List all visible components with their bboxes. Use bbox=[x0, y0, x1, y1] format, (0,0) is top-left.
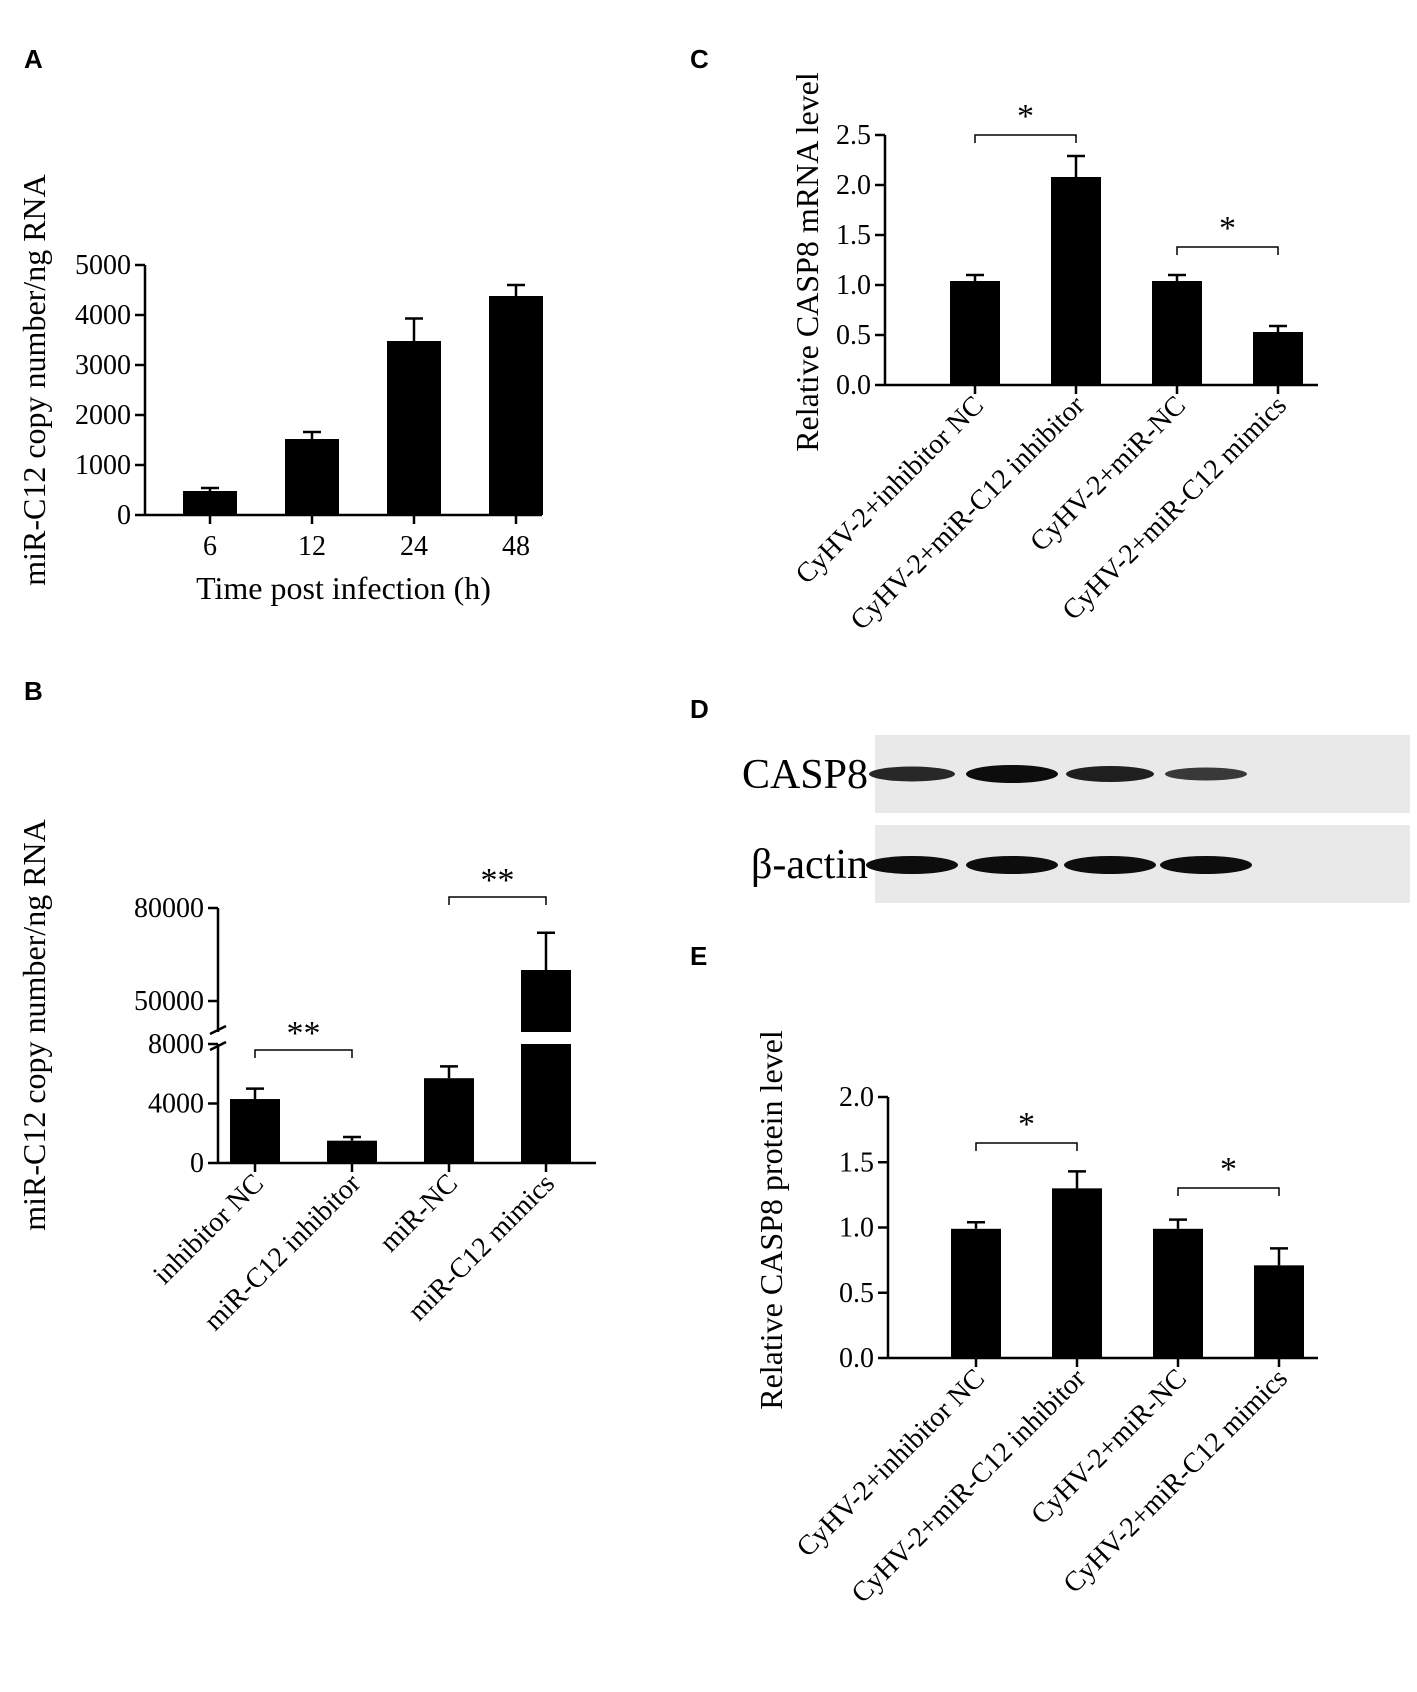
bar bbox=[285, 439, 339, 515]
y-tick-label: 0 bbox=[117, 500, 131, 531]
blot-band bbox=[1064, 856, 1156, 874]
y-tick-label: 2.5 bbox=[836, 120, 871, 151]
bar bbox=[1051, 177, 1101, 385]
y-axis-title: miR-C12 copy number/ng RNA bbox=[16, 819, 52, 1231]
y-tick-label: 80000 bbox=[134, 893, 204, 924]
significance-label: * bbox=[1219, 210, 1236, 247]
bar bbox=[951, 1228, 1001, 1358]
y-tick-label: 5000 bbox=[75, 250, 131, 281]
y-axis-title: miR-C12 copy number/ng RNA bbox=[16, 174, 52, 586]
blot-row-label: CASP8 bbox=[742, 752, 868, 798]
blot-row-label: β-actin bbox=[751, 842, 868, 888]
category-label: 24 bbox=[400, 531, 428, 562]
y-tick-label: 0.5 bbox=[839, 1278, 874, 1309]
y-tick-label: 0 bbox=[190, 1148, 204, 1179]
blot-band bbox=[1066, 766, 1154, 782]
y-tick-label: 8000 bbox=[148, 1029, 204, 1060]
bar-lower-segment bbox=[521, 1044, 571, 1163]
category-label: CyHV-2+inhibitor NC bbox=[791, 1363, 991, 1563]
y-tick-label: 2.0 bbox=[836, 170, 871, 201]
y-tick-label: 1.0 bbox=[839, 1213, 874, 1244]
category-label: 6 bbox=[203, 531, 217, 562]
axis-break-mark bbox=[209, 1040, 227, 1052]
bar bbox=[1253, 332, 1303, 385]
significance-label: * bbox=[1018, 1106, 1035, 1143]
panel-letter-d: D bbox=[690, 694, 709, 724]
category-label: 48 bbox=[502, 531, 530, 562]
axis-break-mark bbox=[209, 1024, 227, 1036]
panel-letter-e: E bbox=[690, 941, 707, 971]
blot-band bbox=[866, 856, 958, 874]
significance-bracket bbox=[1177, 1187, 1280, 1196]
bar bbox=[1254, 1265, 1304, 1358]
y-tick-label: 1.0 bbox=[836, 270, 871, 301]
y-tick-label: 2.0 bbox=[839, 1082, 874, 1113]
significance-label: * bbox=[1220, 1151, 1237, 1188]
category-label: miR-NC bbox=[374, 1168, 464, 1258]
y-tick-label: 2000 bbox=[75, 400, 131, 431]
bar-upper-segment bbox=[521, 970, 571, 1032]
y-tick-label: 1.5 bbox=[836, 220, 871, 251]
bar bbox=[327, 1140, 377, 1163]
significance-bracket bbox=[448, 896, 547, 905]
y-tick-label: 4000 bbox=[75, 300, 131, 331]
bar bbox=[424, 1078, 474, 1163]
y-tick-label: 50000 bbox=[134, 986, 204, 1017]
significance-label: * bbox=[1017, 98, 1034, 135]
bar bbox=[387, 341, 441, 515]
significance-bracket bbox=[1176, 246, 1279, 255]
panel-letter-c: C bbox=[690, 44, 709, 74]
significance-bracket bbox=[254, 1049, 353, 1058]
y-tick-label: 1000 bbox=[75, 450, 131, 481]
y-tick-label: 0.0 bbox=[839, 1343, 874, 1374]
bar bbox=[1052, 1188, 1102, 1358]
bar bbox=[489, 296, 543, 515]
western-blot-panel-d: CASP8 β-actin bbox=[742, 735, 1410, 903]
bar bbox=[950, 281, 1000, 385]
significance-bracket bbox=[974, 134, 1077, 143]
blot-band bbox=[966, 856, 1058, 874]
blot-band bbox=[869, 766, 955, 782]
bar bbox=[230, 1099, 280, 1163]
y-tick-label: 0.0 bbox=[836, 370, 871, 401]
bar bbox=[183, 491, 237, 515]
panel-letter-b: B bbox=[24, 676, 43, 706]
blot-band bbox=[1160, 856, 1252, 874]
x-axis-title: Time post infection (h) bbox=[196, 570, 491, 606]
panel-letter-a: A bbox=[24, 44, 43, 74]
y-axis-title: Relative CASP8 protein level bbox=[753, 1030, 789, 1410]
chart-panel-a: 0 1000 2000 3000 4000 5000 6 12 24 48 Time post in… bbox=[16, 174, 543, 606]
blot-band bbox=[966, 765, 1058, 783]
y-axis-title: Relative CASP8 mRNA level bbox=[789, 72, 825, 452]
bar bbox=[1153, 1228, 1203, 1358]
y-tick-label: 4000 bbox=[148, 1089, 204, 1120]
significance-bracket bbox=[975, 1142, 1078, 1151]
blot-band bbox=[1165, 767, 1247, 781]
bar bbox=[1152, 281, 1202, 385]
y-tick-label: 0.5 bbox=[836, 320, 871, 351]
significance-label: ** bbox=[481, 862, 515, 899]
category-label: 12 bbox=[298, 531, 326, 562]
y-tick-label: 3000 bbox=[75, 350, 131, 381]
y-tick-label: 1.5 bbox=[839, 1147, 874, 1178]
significance-label: ** bbox=[287, 1015, 321, 1052]
